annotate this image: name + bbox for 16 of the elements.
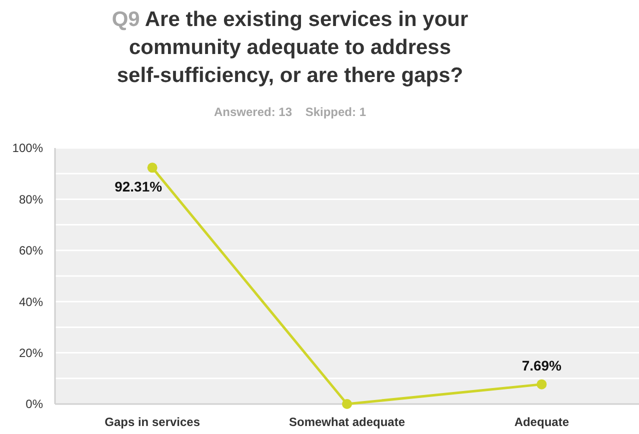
chart-subtitle: Answered: 13 Skipped: 1 [214, 105, 366, 119]
x-tick-label: Gaps in services [104, 415, 200, 429]
point [342, 399, 352, 409]
y-tick-label: 100% [12, 141, 44, 156]
x-tick-label: Somewhat adequate [288, 415, 406, 429]
data-label: 92.31% [114, 178, 163, 195]
y-tick-label: 80% [18, 192, 44, 206]
chart-title: Q9 Are the existing services in your community adequate to address self-sufficiency, or are there gaps? [112, 8, 468, 87]
x-tick-label: Adequate [514, 415, 570, 429]
y-tick-label: 20% [18, 346, 44, 360]
y-tick-label: 60% [18, 244, 44, 258]
point [536, 379, 547, 390]
data-label: 7.69% [522, 357, 562, 374]
point [147, 162, 158, 173]
y-tick-label: 40% [18, 294, 44, 309]
y-tick-label: 0% [26, 397, 44, 412]
